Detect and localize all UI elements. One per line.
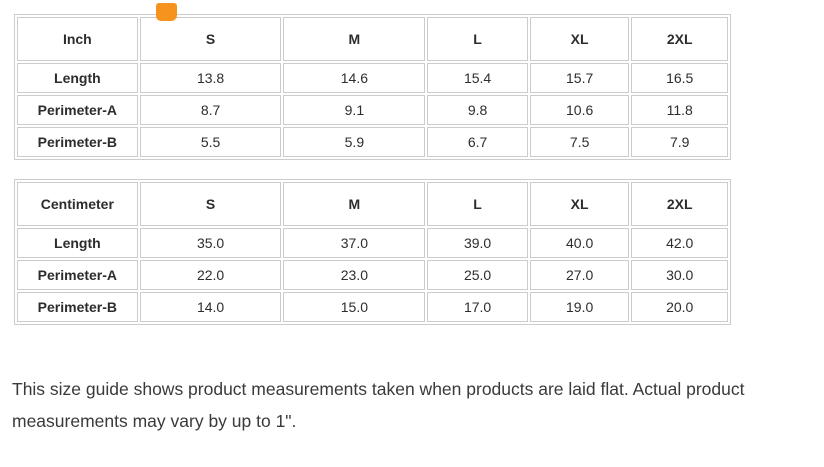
row-label-cell: Length [17,63,138,93]
value-cell: 35.0 [139,228,282,258]
value-cell: 9.1 [283,95,426,125]
table-header-row: Centimeter S M L XL 2XL [17,182,728,226]
size-header-cell: XL [529,182,630,226]
table-row: Perimeter-A 22.0 23.0 25.0 27.0 30.0 [17,260,728,290]
table-row: Perimeter-A 8.7 9.1 9.8 10.6 11.8 [17,95,728,125]
size-header-cell: 2XL [631,182,728,226]
value-cell: 7.9 [631,127,728,157]
row-label-cell: Length [17,228,138,258]
size-header-cell: S [139,17,282,61]
size-header-cell: XL [529,17,630,61]
value-cell: 25.0 [427,260,528,290]
value-cell: 23.0 [283,260,426,290]
value-cell: 27.0 [529,260,630,290]
value-cell: 15.0 [283,292,426,322]
value-cell: 17.0 [427,292,528,322]
value-cell: 39.0 [427,228,528,258]
value-cell: 6.7 [427,127,528,157]
row-label-cell: Perimeter-A [17,95,138,125]
size-header-cell: M [283,17,426,61]
value-cell: 5.9 [283,127,426,157]
value-cell: 15.7 [529,63,630,93]
size-table-inch: Inch S M L XL 2XL Length 13.8 14.6 15.4 … [14,14,731,160]
size-header-cell: M [283,182,426,226]
value-cell: 13.8 [139,63,282,93]
table-row: Perimeter-B 14.0 15.0 17.0 19.0 20.0 [17,292,728,322]
value-cell: 9.8 [427,95,528,125]
size-guide-disclaimer: This size guide shows product measuremen… [12,379,745,431]
value-cell: 30.0 [631,260,728,290]
table-row: Length 13.8 14.6 15.4 15.7 16.5 [17,63,728,93]
value-cell: 16.5 [631,63,728,93]
size-table-centimeter: Centimeter S M L XL 2XL Length 35.0 37.0… [14,179,731,325]
value-cell: 8.7 [139,95,282,125]
value-cell: 15.4 [427,63,528,93]
table-row: Perimeter-B 5.5 5.9 6.7 7.5 7.9 [17,127,728,157]
value-cell: 5.5 [139,127,282,157]
size-header-cell: 2XL [631,17,728,61]
table-header-row: Inch S M L XL 2XL [17,17,728,61]
value-cell: 40.0 [529,228,630,258]
row-label-cell: Perimeter-B [17,127,138,157]
table-row: Length 35.0 37.0 39.0 40.0 42.0 [17,228,728,258]
size-header-cell: L [427,182,528,226]
value-cell: 10.6 [529,95,630,125]
value-cell: 7.5 [529,127,630,157]
value-cell: 11.8 [631,95,728,125]
value-cell: 14.0 [139,292,282,322]
value-cell: 22.0 [139,260,282,290]
value-cell: 42.0 [631,228,728,258]
row-label-cell: Perimeter-B [17,292,138,322]
unit-header-cell: Centimeter [17,182,138,226]
row-label-cell: Perimeter-A [17,260,138,290]
unit-header-cell: Inch [17,17,138,61]
value-cell: 37.0 [283,228,426,258]
size-header-cell: S [139,182,282,226]
value-cell: 19.0 [529,292,630,322]
cutoff-orange-heading-letter [156,3,177,21]
value-cell: 20.0 [631,292,728,322]
value-cell: 14.6 [283,63,426,93]
size-header-cell: L [427,17,528,61]
